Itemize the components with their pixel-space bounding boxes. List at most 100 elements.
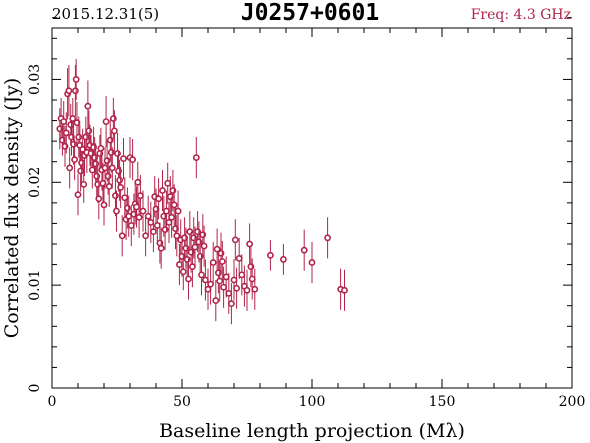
data-point xyxy=(75,133,83,141)
y-tick-label: 0.01 xyxy=(27,270,43,301)
data-point xyxy=(114,150,121,157)
data-point xyxy=(207,280,214,288)
data-point xyxy=(72,76,80,83)
x-tick-label: 100 xyxy=(299,394,326,410)
data-point xyxy=(100,201,108,209)
data-point xyxy=(147,218,155,226)
data-point xyxy=(187,248,195,256)
data-point xyxy=(70,140,77,148)
data-point xyxy=(247,263,255,271)
data-point xyxy=(149,228,157,236)
data-point xyxy=(109,115,117,122)
data-point xyxy=(172,225,179,232)
data-point xyxy=(113,207,120,215)
data-point xyxy=(300,246,308,254)
data-point xyxy=(127,222,135,229)
data-point xyxy=(230,276,238,284)
data-point xyxy=(136,192,144,200)
data-point xyxy=(279,256,287,263)
data-point xyxy=(65,87,73,95)
data-point xyxy=(174,207,182,215)
data-point xyxy=(102,118,110,125)
data-point xyxy=(185,275,192,283)
data-point xyxy=(130,210,138,218)
data-point xyxy=(95,195,103,203)
y-tick-label: 0.03 xyxy=(27,64,43,95)
tick-labels: 0 50 100 150 200 0 0.01 0.02 0.03 xyxy=(27,64,585,410)
data-point xyxy=(204,285,212,293)
data-point xyxy=(105,182,113,190)
data-point xyxy=(135,213,143,221)
data-point xyxy=(222,273,230,281)
data-point xyxy=(166,193,174,201)
data-point xyxy=(170,201,178,209)
data-point xyxy=(199,231,207,239)
data-point xyxy=(200,242,208,250)
data-point xyxy=(103,157,111,165)
data-point xyxy=(61,142,69,150)
data-point xyxy=(134,178,142,186)
data-point xyxy=(116,176,123,184)
data-point xyxy=(80,180,88,188)
data-point xyxy=(173,232,181,240)
data-point xyxy=(160,212,168,220)
data-point xyxy=(66,164,74,172)
data-point xyxy=(73,119,81,127)
data-point xyxy=(231,236,239,244)
data-point xyxy=(153,222,161,229)
data-point xyxy=(195,238,203,246)
data-point xyxy=(225,289,233,297)
data-point xyxy=(139,207,147,215)
data-point xyxy=(324,234,331,242)
data-point xyxy=(161,226,169,233)
data-point xyxy=(178,252,186,260)
data-point xyxy=(266,251,274,259)
data-point xyxy=(181,234,188,242)
data-point xyxy=(97,144,105,152)
data-point xyxy=(194,228,201,236)
y-axis-label: Correlated flux density (Jy) xyxy=(1,78,23,339)
data-point xyxy=(155,195,162,203)
data-point xyxy=(201,276,209,284)
data-point xyxy=(101,164,109,172)
data-point xyxy=(74,191,82,199)
data-point xyxy=(93,172,101,180)
data-point xyxy=(213,245,221,253)
data-point xyxy=(212,297,220,304)
data-point xyxy=(121,194,129,202)
data-point xyxy=(104,172,112,180)
data-point xyxy=(175,261,183,268)
data-point xyxy=(133,203,140,211)
data-point xyxy=(111,127,118,135)
data-point xyxy=(164,179,172,187)
data-point xyxy=(159,187,166,194)
data-point xyxy=(165,218,173,226)
data-point xyxy=(129,156,136,164)
data-point xyxy=(88,166,96,174)
data-point xyxy=(82,133,90,141)
data-point xyxy=(124,204,131,212)
data-point xyxy=(246,240,253,248)
axis-ticks xyxy=(51,17,573,389)
data-point xyxy=(92,160,100,168)
data-point xyxy=(238,271,246,279)
data-point xyxy=(182,244,190,252)
data-point xyxy=(152,205,160,213)
data-point xyxy=(186,228,194,236)
data-point xyxy=(144,212,152,220)
data-point xyxy=(117,184,125,191)
data-point xyxy=(198,271,205,279)
data-point xyxy=(190,234,198,242)
data-point xyxy=(220,283,227,291)
data-point xyxy=(108,164,116,172)
data-point xyxy=(227,300,235,308)
data-point xyxy=(214,269,222,277)
data-point xyxy=(142,232,149,240)
data-point xyxy=(169,187,177,194)
data-point xyxy=(106,136,114,144)
data-point xyxy=(72,87,79,95)
data-point xyxy=(235,254,243,262)
data-point xyxy=(60,118,68,125)
data-point xyxy=(192,154,200,161)
